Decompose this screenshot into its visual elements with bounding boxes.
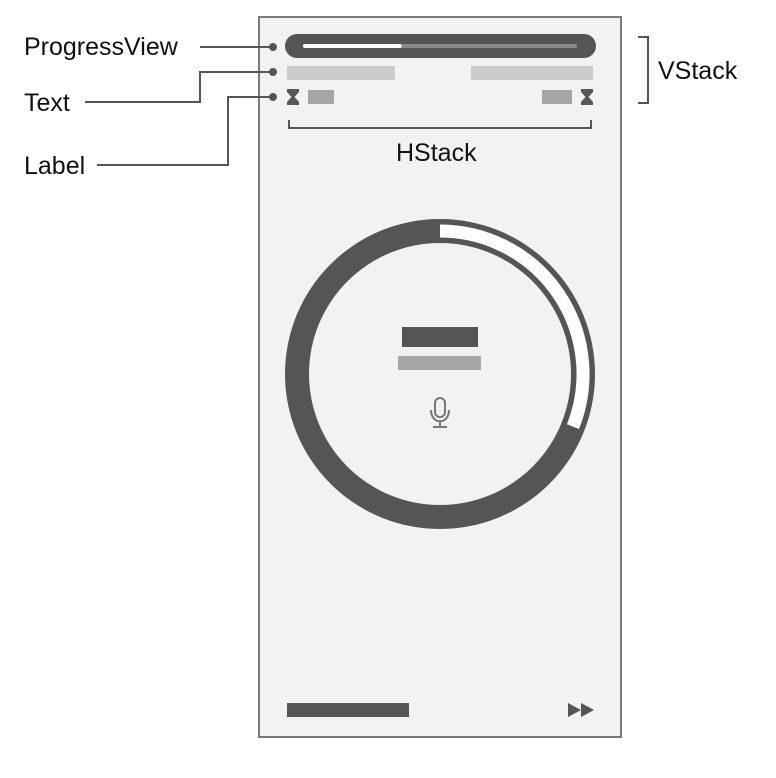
remaining-text-placeholder [471, 66, 593, 80]
hstack-callout: HStack [396, 139, 477, 167]
label-leader-dot [269, 93, 277, 101]
timer-ring-inner [309, 243, 571, 505]
text-callout: Text [24, 89, 70, 117]
progress-fill [303, 44, 402, 48]
hourglass-icon [287, 89, 299, 105]
text-leader-dot [269, 68, 277, 76]
text-leader-line [85, 71, 271, 103]
remaining-label-placeholder [542, 90, 572, 104]
vstack-callout: VStack [658, 57, 738, 85]
progressview-leader-dot [269, 43, 277, 51]
end-meeting-placeholder[interactable] [287, 703, 409, 717]
vstack-bracket [638, 36, 649, 104]
label-leader-line [97, 96, 271, 166]
elapsed-label-placeholder [308, 90, 334, 104]
fast-forward-icon[interactable] [568, 703, 594, 717]
speaker-name-placeholder [402, 327, 478, 347]
hstack-bracket [288, 120, 592, 129]
hourglass-icon [581, 89, 593, 105]
progressview-callout: ProgressView [24, 33, 178, 61]
elapsed-text-placeholder [287, 66, 395, 80]
timer-ring-progress [439, 224, 590, 429]
speaker-subtitle-placeholder [398, 356, 481, 370]
label-callout: Label [24, 152, 86, 180]
microphone-icon[interactable] [430, 397, 450, 428]
